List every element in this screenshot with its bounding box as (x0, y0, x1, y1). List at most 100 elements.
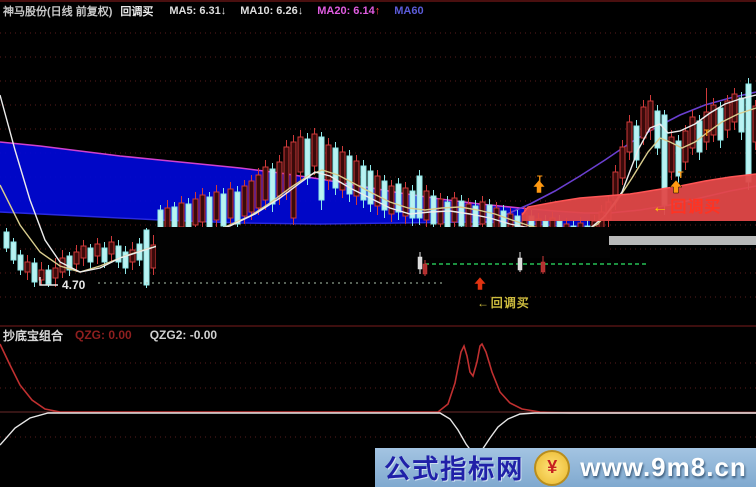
candle-body (395, 183, 402, 213)
candle-body (318, 136, 325, 201)
candle-body (255, 174, 262, 209)
candle-body (276, 161, 283, 197)
ma-arrow-icon: ↓ (220, 5, 227, 17)
ma5-line (0, 94, 756, 273)
watermark-bar: 公式指标网 ¥ www.9m8.cn (375, 448, 756, 487)
candle-body (675, 140, 682, 177)
candle-body (430, 195, 437, 225)
candle-body (115, 245, 122, 263)
candle-body (311, 133, 318, 167)
ma-arrow-icon: ↑ (374, 5, 381, 17)
candle-body (444, 201, 451, 229)
mask-overlay (156, 258, 412, 272)
watermark-url: www.9m8.cn (580, 452, 747, 482)
candle-body (213, 191, 220, 221)
candle-body (654, 110, 661, 149)
candle-body (192, 198, 199, 226)
candle-body (710, 104, 717, 136)
candle-body (647, 100, 654, 131)
candle-body (325, 144, 332, 181)
candle-body (269, 168, 276, 205)
candle-body (374, 175, 381, 207)
candle-body (206, 196, 213, 229)
candle-body (234, 191, 241, 225)
ma-item-0: MA5: 6.31↓ (169, 5, 227, 17)
up-arrow-icon (473, 276, 487, 291)
candle-body (17, 254, 24, 271)
candle-body (262, 166, 269, 201)
buy-signal-label-band: 回调买 (670, 198, 721, 216)
candle-body (339, 151, 346, 191)
signal-label: 回调买 (120, 6, 154, 18)
mini-candle-body (422, 263, 428, 275)
red-band-edge (521, 173, 756, 216)
up-arrow-icon (669, 179, 683, 194)
candle-body (45, 269, 52, 285)
candle-body (3, 231, 10, 249)
candle-body (52, 267, 59, 279)
candle-body (640, 106, 647, 139)
candle-body (367, 170, 374, 205)
low-price-label: 4.70 (62, 278, 86, 292)
candle-body (129, 249, 136, 263)
candle-body (353, 160, 360, 197)
candle-body (619, 146, 626, 179)
candle-body (220, 193, 227, 227)
candle-body (80, 245, 87, 259)
candle-body (290, 141, 297, 219)
candle-body (31, 262, 38, 283)
qzg-value: QZG: 0.00 (75, 328, 132, 342)
ma-arrow-icon: ↓ (297, 5, 304, 17)
candle-body (451, 197, 458, 223)
buy-signal-label-mid-arrow: ← (477, 296, 489, 310)
candle-body (416, 175, 423, 219)
mini-candle-body (540, 261, 546, 273)
candle-body (332, 147, 339, 189)
candle-body (227, 188, 234, 219)
candle-body (297, 136, 304, 173)
watermark-site-name: 公式指标网 (384, 454, 525, 484)
mini-candle-body (517, 257, 523, 271)
candle-body (388, 185, 395, 215)
ma-values-row: MA5: 6.31↓ MA10: 6.26↓ MA20: 6.14↑ MA60 (169, 5, 437, 17)
candle-body (101, 247, 108, 263)
sub-indicator-name: 抄底宝组合 (3, 328, 64, 343)
candle-body (304, 138, 311, 179)
candle-body (423, 190, 430, 221)
candle-body (24, 261, 31, 273)
t-mark: T (678, 170, 684, 180)
ma-item-3: MA60 (394, 5, 424, 17)
candle-body (731, 93, 738, 123)
candle-body (626, 121, 633, 153)
candle-body (108, 241, 115, 255)
candle-body (633, 125, 640, 161)
candle-body (668, 136, 675, 173)
qzg-curve (0, 342, 756, 414)
candle-body (66, 255, 73, 271)
candle-body (486, 204, 493, 229)
candle-body (143, 229, 150, 286)
candle-body (178, 202, 185, 228)
t-mark: T (704, 128, 710, 138)
ma-item-1: MA10: 6.26↓ (240, 5, 304, 17)
candle-body (59, 257, 66, 273)
symbol-title: 神马股份(日线 前复权) (3, 6, 113, 18)
coin-icon: ¥ (534, 449, 571, 486)
up-arrow-icon (532, 179, 546, 194)
candle-body (164, 207, 171, 229)
candle-body (122, 251, 129, 269)
candle-body (479, 201, 486, 225)
scrollbar[interactable] (609, 236, 756, 245)
ma-item-2: MA20: 6.14↑ (317, 5, 381, 17)
candle-body (87, 247, 94, 263)
candle-body (94, 243, 101, 257)
chart-header: 神马股份(日线 前复权) 回调买 MA5: 6.31↓ MA10: 6.26↓ MA… (3, 3, 753, 19)
candle-body (381, 180, 388, 211)
candle-body (199, 194, 206, 223)
red-signal-band (522, 174, 756, 221)
buy-signal-label-band-arrow: ← (652, 199, 668, 216)
candle-body (724, 100, 731, 131)
candle-body (283, 146, 290, 193)
